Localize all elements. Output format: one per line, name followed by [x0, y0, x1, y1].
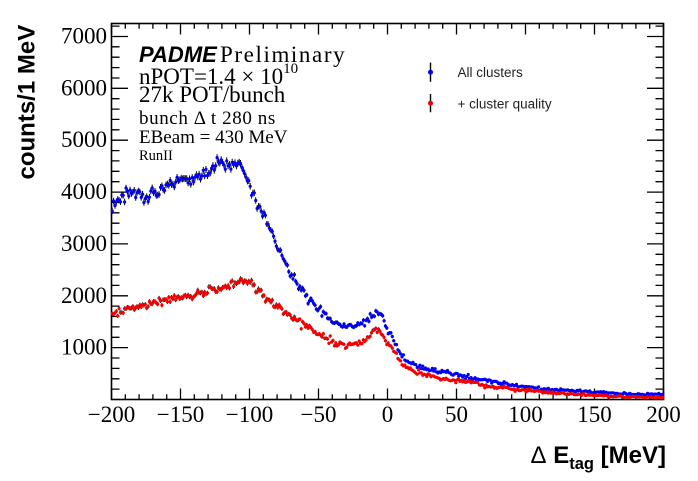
svg-text:3000: 3000: [61, 231, 107, 256]
svg-text:−200: −200: [88, 402, 135, 427]
svg-text:5000: 5000: [61, 127, 107, 152]
svg-text:−50: −50: [301, 402, 337, 427]
svg-text:50: 50: [445, 402, 468, 427]
svg-text:nPOT=1.4 × 1010: nPOT=1.4 × 1010: [139, 61, 298, 89]
svg-text:Δ Etag [MeV]: Δ Etag [MeV]: [531, 442, 666, 473]
svg-text:1000: 1000: [61, 335, 107, 360]
svg-text:6000: 6000: [61, 75, 107, 100]
svg-text:Preliminary: Preliminary: [220, 42, 346, 67]
svg-text:2000: 2000: [61, 283, 107, 308]
svg-text:bunch Δ t 280 ns: bunch Δ t 280 ns: [139, 108, 276, 129]
svg-text:7000: 7000: [61, 24, 107, 49]
svg-text:+ cluster quality: + cluster quality: [458, 96, 552, 111]
svg-text:4000: 4000: [61, 179, 107, 204]
svg-text:200: 200: [646, 402, 681, 427]
svg-text:All clusters: All clusters: [458, 65, 524, 80]
svg-text:EBeam = 430 MeV: EBeam = 430 MeV: [139, 127, 288, 148]
svg-text:−150: −150: [157, 402, 204, 427]
svg-text:PADME: PADME: [139, 42, 218, 67]
svg-text:RunII: RunII: [139, 148, 173, 164]
svg-text:150: 150: [577, 402, 612, 427]
svg-text:27k POT/bunch: 27k POT/bunch: [139, 82, 286, 107]
svg-text:−100: −100: [226, 402, 273, 427]
svg-text:counts/1 MeV: counts/1 MeV: [14, 25, 41, 180]
svg-text:100: 100: [508, 402, 543, 427]
svg-text:0: 0: [382, 402, 394, 427]
